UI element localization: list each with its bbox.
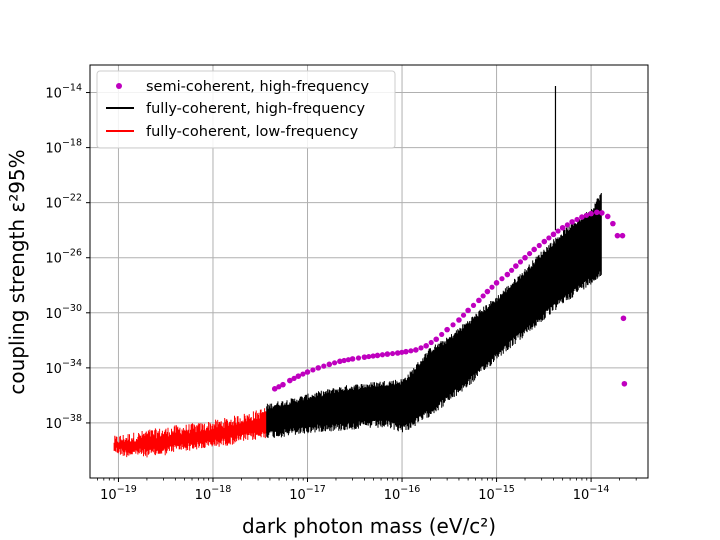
data-point [394, 350, 401, 356]
data-point [413, 347, 419, 353]
series-band-2 [113, 408, 267, 458]
legend-box [96, 70, 396, 149]
data-point [484, 288, 491, 295]
data-point [374, 352, 381, 359]
data-point [379, 352, 386, 358]
axis-ticks: 10−19 10−18 10−17 10−16 10−15 10−1410−3810−34… [45, 83, 637, 503]
series-points [271, 209, 628, 392]
data-point [531, 246, 537, 253]
data-point [423, 343, 429, 349]
data-point [504, 271, 511, 278]
data-point [428, 339, 434, 346]
data-point [536, 242, 542, 249]
data-point [513, 263, 519, 269]
data-point [370, 353, 376, 359]
data-point [310, 367, 316, 373]
data-point [476, 297, 482, 304]
data-point [291, 375, 297, 381]
data-point [499, 276, 505, 282]
data-point [569, 219, 575, 225]
legend-label-fully-coherent-low: fully-coherent, low-frequency [146, 124, 359, 140]
data-point [541, 238, 548, 245]
data-point [345, 357, 351, 363]
band-path [113, 408, 267, 458]
data-point [389, 350, 396, 357]
data-point [408, 348, 414, 354]
data-point [614, 232, 621, 239]
data-point [341, 357, 347, 364]
plot-data [113, 85, 628, 458]
data-point [326, 361, 333, 368]
data-point [366, 353, 372, 360]
data-point [321, 363, 327, 369]
data-point [594, 209, 600, 216]
data-point [480, 293, 486, 299]
data-point [456, 317, 462, 323]
data-point [508, 267, 515, 273]
data-point [493, 280, 500, 286]
data-point [546, 235, 552, 241]
data-point [384, 351, 391, 357]
data-point [439, 331, 445, 338]
data-point [276, 384, 282, 390]
data-point [433, 336, 440, 343]
data-point [271, 386, 278, 392]
data-point [280, 381, 286, 388]
data-point [555, 228, 561, 234]
y-axis-label: coupling strength ε²95% [5, 149, 29, 394]
data-point [295, 373, 302, 379]
data-point [465, 307, 471, 314]
data-point [444, 326, 450, 333]
data-point [550, 231, 557, 238]
data-point [619, 232, 626, 239]
data-point [489, 284, 495, 290]
data-point [574, 216, 580, 223]
legend-label-semi-coherent: semi-coherent, high-frequency [146, 79, 369, 95]
data-point [564, 222, 570, 228]
data-point [517, 259, 524, 265]
data-point [559, 224, 566, 231]
data-point [588, 210, 594, 217]
data-point [604, 213, 611, 220]
data-point [287, 377, 293, 384]
data-point [579, 214, 585, 220]
data-point [460, 312, 467, 318]
data-point [403, 348, 409, 355]
data-point [583, 212, 590, 218]
data-point [349, 356, 356, 362]
data-point [620, 315, 627, 322]
data-point [355, 355, 362, 361]
data-point [304, 369, 311, 375]
data-point [599, 210, 605, 216]
data-point [610, 220, 616, 227]
data-point [470, 302, 477, 308]
plot-frame [89, 64, 649, 479]
series-band-1 [266, 193, 602, 438]
data-point [361, 354, 368, 360]
data-point [300, 371, 306, 377]
data-point [315, 365, 322, 371]
data-point [399, 349, 405, 355]
data-point [331, 360, 338, 366]
x-axis-label: dark photon mass (eV/c²) [242, 514, 496, 538]
legend-label-fully-coherent-high: fully-coherent, high-frequency [146, 101, 366, 117]
band-path [266, 193, 602, 438]
data-point [337, 358, 343, 365]
data-point [522, 254, 528, 261]
legend-marker-semi-coherent [116, 83, 122, 89]
data-point [621, 380, 628, 387]
data-point [450, 322, 456, 328]
data-point [526, 250, 533, 257]
legend: semi-coherent, high-frequency fully-cohe… [96, 70, 396, 149]
data-point [418, 345, 424, 351]
